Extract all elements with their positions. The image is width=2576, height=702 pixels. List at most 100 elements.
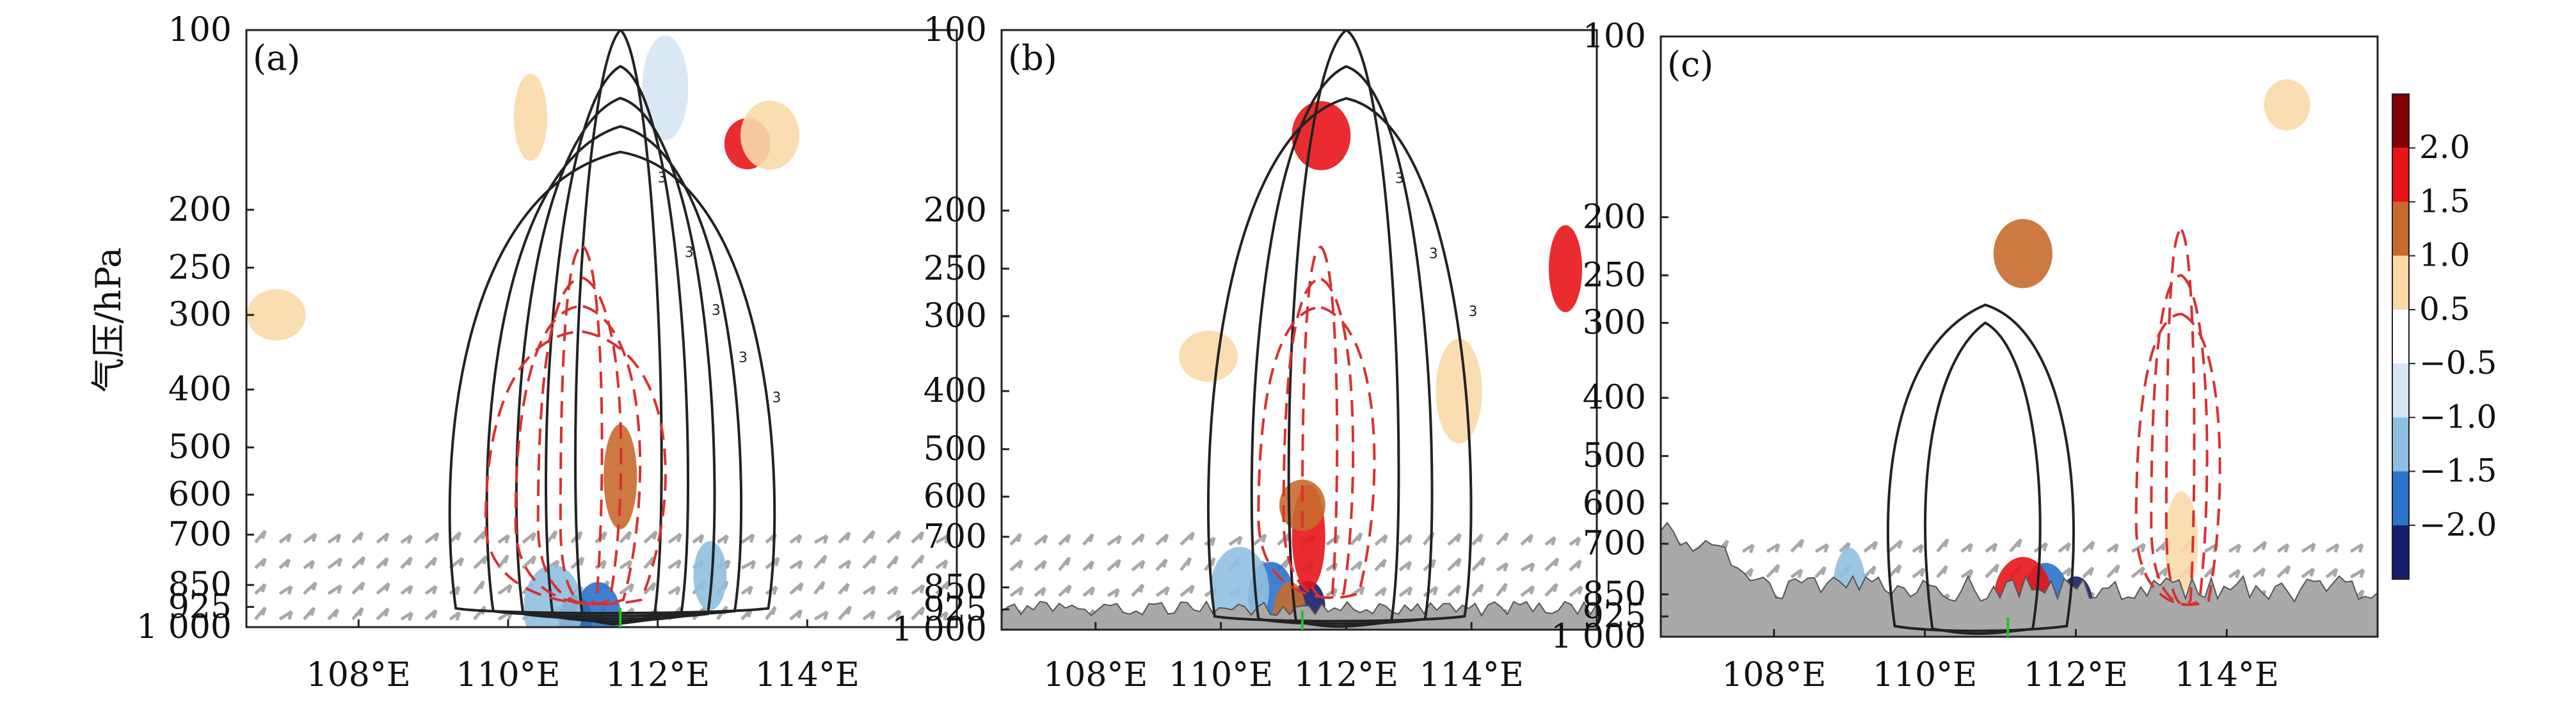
panel-frame (245, 29, 958, 628)
y-tick-label: 500 (1583, 437, 1646, 475)
shading-blob (1993, 219, 2052, 289)
solid-contour (1886, 303, 2075, 632)
dashed-contour (536, 276, 623, 605)
dashed-contour (559, 244, 604, 606)
colorbar-label: 0.5 (2419, 291, 2470, 328)
x-tick-label: 114°E (2175, 656, 2279, 694)
contour-label: 3 (739, 350, 748, 366)
solid-contours (448, 30, 776, 626)
colorbar-frame (2392, 93, 2410, 580)
contour-label: 3 (658, 170, 667, 186)
shading (1179, 100, 1583, 630)
plot-area: 3 3 3 3 3 (246, 30, 951, 627)
y-tick-label: 100 (168, 11, 232, 49)
colorbar-label: 2.0 (2419, 129, 2470, 166)
solid-contour (515, 97, 716, 620)
dashed-contours (2134, 228, 2221, 606)
colorbar-label: −1.5 (2419, 452, 2497, 490)
dashed-contours (1257, 245, 1376, 600)
y-tick-label: 1 000 (136, 608, 232, 646)
dashed-contour (484, 330, 667, 606)
x-tick-label: 108°E (1043, 656, 1148, 694)
contour-label: 3 (772, 390, 781, 406)
dashed-contour (2164, 228, 2196, 606)
dashed-contour (2134, 312, 2221, 606)
y-tick-label: 600 (1583, 484, 1646, 523)
colorbar-swatch (2392, 94, 2409, 148)
x-tick-label: 110°E (1873, 656, 1977, 694)
shading-blob (1179, 330, 1238, 382)
y-tick-label: 100 (1583, 17, 1646, 56)
colorbar-swatch (2392, 309, 2409, 364)
y-tick-label: 400 (924, 372, 987, 410)
contour-label: 3 (1429, 246, 1438, 262)
dashed-contour (2150, 274, 2209, 606)
contour-label: 3 (712, 303, 721, 319)
solid-contour (574, 30, 663, 626)
x-tick-label: 114°E (1420, 656, 1524, 694)
y-tick-label: 850 (168, 566, 232, 604)
plot-area: 3 3 3 (1002, 30, 1597, 630)
panel-frame (1660, 35, 2379, 638)
y-tick-label: 1 000 (892, 610, 987, 649)
y-tick-label: 300 (924, 297, 987, 335)
y-tick-label: 300 (168, 296, 232, 334)
colorbar-label: −0.5 (2419, 344, 2497, 381)
x-tick-label: 114°E (755, 656, 860, 694)
y-axis-label: 气压/hPa (88, 247, 129, 392)
y-tick-label: 925 (924, 590, 987, 628)
terrain (1002, 600, 1597, 630)
y-tick-label: 925 (1583, 597, 1646, 635)
y-tick-label: 250 (168, 248, 232, 287)
solid-contours (1886, 303, 2075, 635)
contour-label: 3 (1468, 304, 1477, 320)
y-tick-label: 600 (924, 477, 987, 516)
dashed-contour (1257, 306, 1376, 600)
shading-blob (514, 74, 547, 161)
y-tick-label: 850 (924, 568, 987, 607)
y-tick-label: 700 (168, 515, 232, 554)
panel-frame (1000, 29, 1598, 631)
dashed-contour (514, 305, 642, 606)
shading-blob (246, 289, 306, 341)
y-tick-label: 250 (1583, 256, 1646, 294)
terrain (1661, 522, 2378, 637)
y-tick-label: 700 (924, 518, 987, 556)
y-tick-label: 100 (924, 11, 987, 49)
y-tick-label: 500 (924, 430, 987, 468)
y-tick-label: 300 (1583, 304, 1646, 342)
x-tick-label: 112°E (605, 656, 710, 694)
shading-blob (693, 541, 727, 610)
panel-label: (c) (1667, 44, 1713, 84)
colorbar-label: 1.0 (2419, 237, 2470, 274)
y-tick-label: 200 (168, 191, 232, 229)
solid-contour (448, 150, 776, 615)
solid-contour (1206, 97, 1473, 623)
colorbar-label: −1.0 (2419, 398, 2497, 435)
colorbar-swatch (2392, 525, 2409, 579)
shading (1832, 79, 2310, 637)
solid-contour (1924, 321, 2042, 635)
shading-blob (2164, 491, 2198, 596)
y-tick-label: 925 (168, 587, 232, 626)
colorbar-swatch (2392, 471, 2409, 525)
panel-label: (b) (1008, 38, 1057, 78)
solid-contours (1206, 30, 1473, 628)
colorbar-swatch (2392, 148, 2409, 202)
dashed-contour (1282, 277, 1355, 600)
x-tick-label: 110°E (1169, 656, 1273, 694)
x-tick-label: 112°E (2024, 656, 2128, 694)
shading-blob (1279, 479, 1325, 531)
x-tick-label: 108°E (1722, 656, 1826, 694)
shading-blob (740, 100, 799, 170)
dashed-contour (1300, 245, 1339, 600)
colorbar-swatch (2392, 202, 2409, 256)
x-tick-label: 110°E (456, 656, 560, 694)
y-tick-label: 850 (1583, 575, 1646, 614)
dashed-contours (484, 244, 667, 606)
solid-contour (545, 65, 690, 623)
